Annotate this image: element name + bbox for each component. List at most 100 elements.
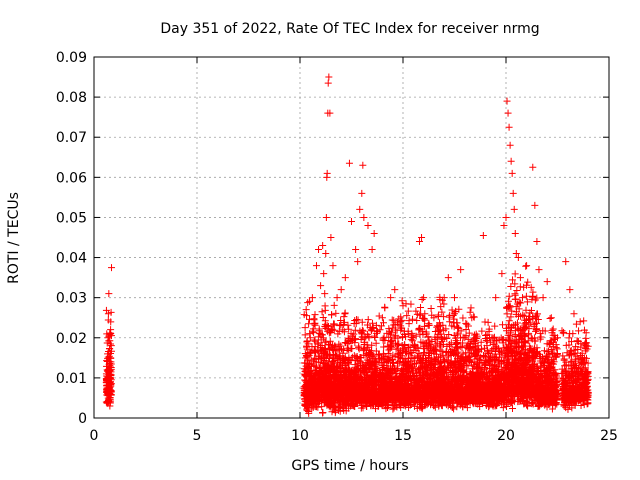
data-point bbox=[511, 270, 519, 278]
data-point bbox=[363, 349, 371, 357]
data-point bbox=[318, 403, 326, 411]
data-point bbox=[311, 311, 319, 319]
y-tick-label: 0.01 bbox=[56, 371, 87, 387]
data-point bbox=[337, 345, 345, 353]
data-point bbox=[409, 315, 417, 323]
data-point bbox=[379, 335, 387, 343]
y-tick-label: 0.06 bbox=[56, 170, 87, 186]
data-point bbox=[103, 362, 111, 370]
data-point bbox=[328, 311, 336, 319]
data-point bbox=[362, 368, 370, 376]
data-point bbox=[364, 359, 372, 367]
data-point bbox=[370, 353, 378, 361]
data-point bbox=[370, 396, 378, 404]
data-point bbox=[395, 350, 403, 358]
data-point bbox=[310, 354, 318, 362]
data-point bbox=[340, 406, 348, 414]
data-point bbox=[312, 394, 320, 402]
data-point bbox=[309, 403, 317, 411]
data-point bbox=[533, 294, 541, 302]
data-point bbox=[358, 333, 366, 341]
data-point bbox=[332, 309, 340, 317]
data-point bbox=[339, 326, 347, 334]
data-point bbox=[351, 316, 359, 324]
data-point bbox=[466, 308, 474, 316]
data-point bbox=[385, 333, 393, 341]
data-point bbox=[350, 366, 358, 374]
data-point bbox=[329, 341, 337, 349]
data-point bbox=[356, 357, 364, 365]
data-point bbox=[348, 345, 356, 353]
data-point bbox=[335, 340, 343, 348]
data-point bbox=[522, 262, 530, 270]
plot-frame bbox=[93, 56, 610, 419]
data-point bbox=[524, 278, 532, 286]
data-point bbox=[340, 380, 348, 388]
data-point bbox=[325, 396, 333, 404]
data-point bbox=[318, 354, 326, 362]
data-point bbox=[328, 382, 336, 390]
data-point bbox=[305, 349, 313, 357]
data-point bbox=[321, 322, 329, 330]
data-point bbox=[491, 322, 499, 330]
data-point bbox=[366, 351, 374, 359]
y-tick-label: 0.07 bbox=[56, 130, 87, 146]
data-point bbox=[371, 385, 379, 393]
data-point bbox=[363, 402, 371, 410]
data-point bbox=[331, 351, 339, 359]
y-tick-label: 0.05 bbox=[56, 210, 87, 226]
y-tick-label: 0.08 bbox=[56, 90, 87, 106]
data-point bbox=[383, 329, 391, 337]
data-point bbox=[350, 319, 358, 327]
data-point bbox=[308, 377, 316, 385]
data-point bbox=[481, 318, 489, 326]
x-tick-label: 15 bbox=[394, 428, 412, 444]
data-point bbox=[350, 379, 358, 387]
data-point bbox=[345, 372, 353, 380]
data-point bbox=[330, 301, 338, 309]
data-point bbox=[331, 362, 339, 370]
data-point bbox=[354, 316, 362, 324]
data-point bbox=[379, 356, 387, 364]
data-point bbox=[321, 346, 329, 354]
data-point bbox=[369, 390, 377, 398]
data-point bbox=[312, 348, 320, 356]
data-point bbox=[505, 317, 513, 325]
data-point bbox=[104, 316, 112, 324]
data-point bbox=[361, 391, 369, 399]
chart-title: Day 351 of 2022, Rate Of TEC Index for r… bbox=[160, 21, 539, 37]
data-point bbox=[339, 364, 347, 372]
y-tick-label: 0.02 bbox=[56, 331, 87, 347]
data-point bbox=[334, 403, 342, 411]
data-point bbox=[107, 340, 115, 348]
data-point bbox=[376, 326, 384, 334]
y-tick-label: 0.04 bbox=[56, 251, 87, 267]
x-tick-label: 0 bbox=[90, 428, 99, 444]
data-point bbox=[379, 350, 387, 358]
data-point bbox=[365, 363, 373, 371]
data-point bbox=[355, 345, 363, 353]
data-point bbox=[318, 368, 326, 376]
data-point bbox=[362, 399, 370, 407]
data-point bbox=[304, 408, 312, 416]
data-point bbox=[344, 321, 352, 329]
data-point bbox=[105, 387, 113, 395]
data-point bbox=[522, 292, 530, 300]
x-tick-label: 25 bbox=[600, 428, 618, 444]
data-point bbox=[342, 402, 350, 410]
data-point bbox=[300, 311, 308, 319]
data-point bbox=[324, 367, 332, 375]
data-point bbox=[304, 340, 312, 348]
data-point bbox=[358, 318, 366, 326]
data-point bbox=[358, 398, 366, 406]
data-point bbox=[351, 395, 359, 403]
y-tick-label: 0.09 bbox=[56, 50, 87, 66]
data-point bbox=[301, 354, 309, 362]
data-point bbox=[367, 387, 375, 395]
data-point bbox=[325, 355, 333, 363]
data-point bbox=[302, 306, 310, 314]
data-point bbox=[301, 401, 309, 409]
data-point bbox=[470, 313, 478, 321]
data-point bbox=[329, 372, 337, 380]
